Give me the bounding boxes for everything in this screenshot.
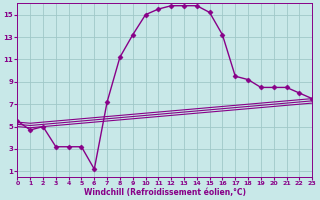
X-axis label: Windchill (Refroidissement éolien,°C): Windchill (Refroidissement éolien,°C)	[84, 188, 246, 197]
